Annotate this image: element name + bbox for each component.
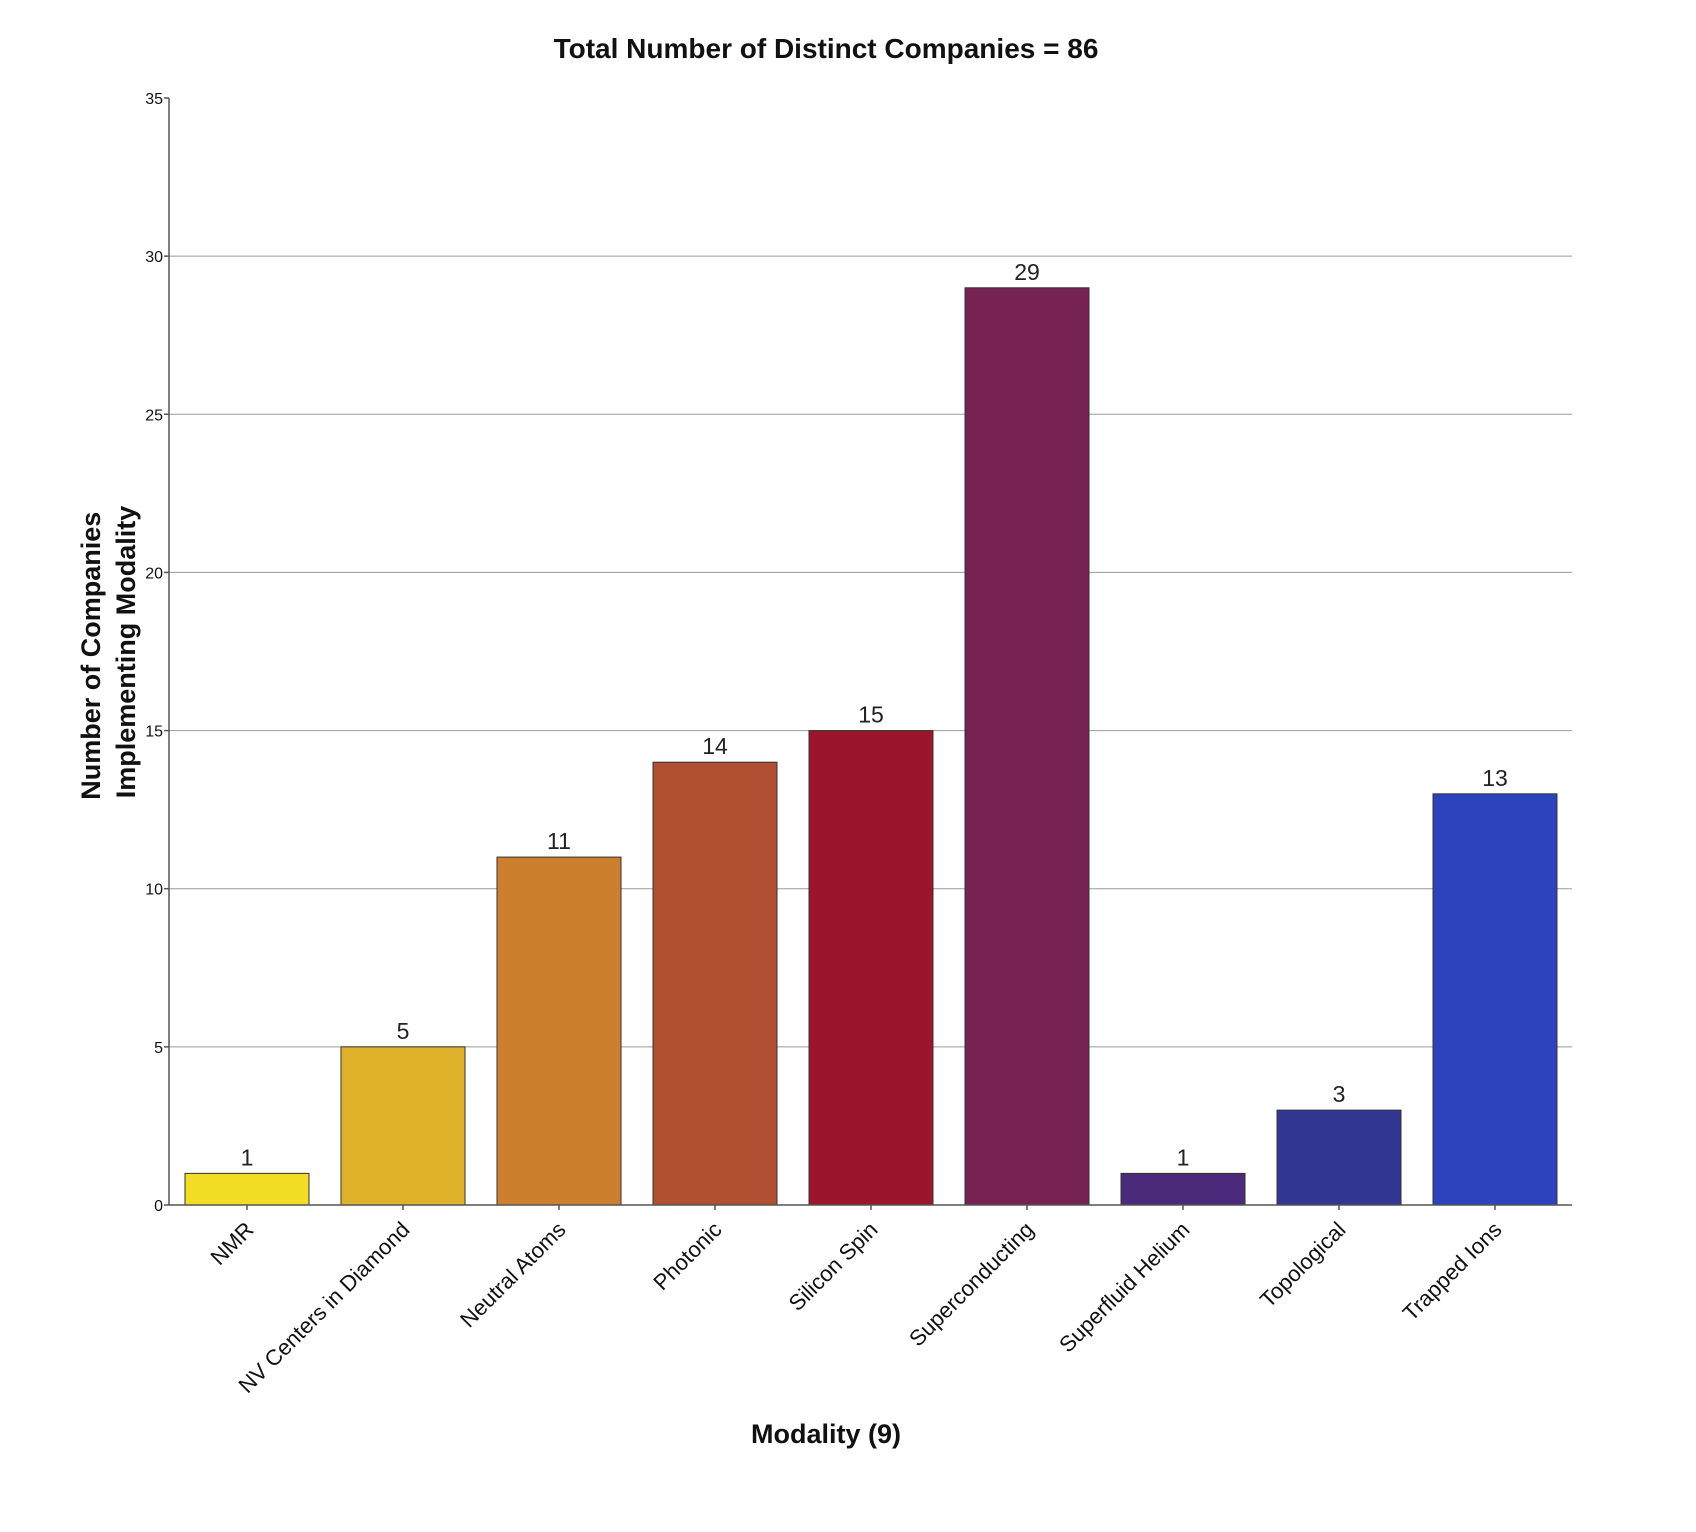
x-tick-label: Photonic: [648, 1217, 726, 1295]
y-tick-label: 10: [145, 882, 163, 899]
bar-neutral-atoms: [496, 856, 622, 1206]
y-tick-label: 30: [145, 249, 163, 266]
y-axis-title-line-2: Implementing Modality: [111, 506, 141, 799]
data-label: 14: [702, 733, 728, 759]
axes: [164, 97, 1572, 1210]
bar-superfluid-helium: [1120, 1172, 1246, 1206]
bar-topological: [1276, 1109, 1402, 1206]
x-tick-label: Topological: [1255, 1217, 1351, 1313]
y-tick-label: 0: [154, 1198, 163, 1215]
bar-nv-centers-in-diamond: [340, 1046, 466, 1206]
bar-trapped-ions: [1432, 793, 1558, 1206]
data-label: 29: [1014, 259, 1040, 285]
bar-nmr: [184, 1172, 310, 1206]
data-label: 1: [241, 1144, 254, 1170]
y-tick-label: 15: [145, 724, 163, 741]
x-tick-label: Superfluid Helium: [1054, 1217, 1194, 1357]
y-tick-label: 20: [145, 565, 163, 582]
data-label: 5: [397, 1018, 410, 1044]
y-axis-title: Number of Companies Implementing Modalit…: [76, 504, 141, 800]
y-tick-label: 25: [145, 407, 163, 424]
data-label: 15: [858, 702, 884, 728]
data-label: 1: [1177, 1144, 1190, 1170]
chart-title: Total Number of Distinct Companies = 86: [554, 33, 1099, 64]
y-axis-title-line-1: Number of Companies: [76, 512, 106, 800]
y-tick-label: 35: [145, 91, 163, 108]
data-label: 11: [547, 828, 571, 854]
y-tick-label: 5: [154, 1040, 163, 1057]
x-tick-label: Superconducting: [904, 1217, 1038, 1351]
data-label: 13: [1482, 765, 1508, 791]
bar-superconducting: [964, 287, 1090, 1206]
x-tick-label: NMR: [205, 1217, 258, 1270]
bar-silicon-spin: [808, 730, 934, 1206]
x-axis-title: Modality (9): [751, 1419, 901, 1449]
x-tick-label: Silicon Spin: [784, 1217, 883, 1316]
x-tick-label: Neutral Atoms: [455, 1217, 570, 1332]
bar-photonic: [652, 761, 778, 1206]
x-tick-label: NV Centers in Diamond: [233, 1217, 414, 1398]
data-label: 3: [1333, 1081, 1346, 1107]
bars: [184, 287, 1558, 1206]
x-tick-label: Trapped Ions: [1398, 1217, 1507, 1326]
